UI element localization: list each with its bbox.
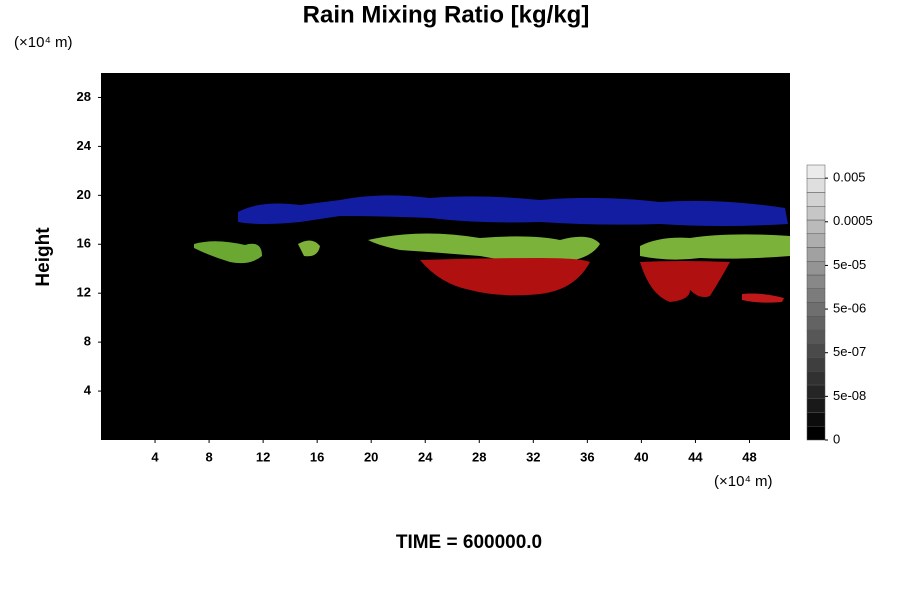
y-tick-label: 4	[84, 383, 92, 398]
colorbar-band	[806, 206, 826, 221]
colorbar-tick-label: 0.0005	[833, 213, 873, 228]
x-tick-label: 48	[742, 449, 756, 464]
x-tick-label: 16	[310, 449, 324, 464]
colorbar-band	[806, 329, 826, 344]
colorbar-band	[806, 357, 826, 372]
colorbar-band	[806, 164, 826, 179]
colorbar-band	[806, 412, 826, 427]
colorbar-band	[806, 261, 826, 276]
y-axis-label: Height	[33, 227, 54, 287]
x-tick-label: 12	[256, 449, 270, 464]
y-tick-label: 20	[77, 187, 91, 202]
colorbar-band	[806, 192, 826, 207]
colorbar-band	[806, 343, 826, 358]
colorbar-band	[806, 288, 826, 303]
x-tick-label: 8	[205, 449, 212, 464]
colorbar-band	[806, 178, 826, 193]
colorbar-tick-label: 5e-05	[833, 257, 866, 272]
colorbar-band	[806, 316, 826, 331]
colorbar-band	[806, 371, 826, 386]
x-tick-label: 36	[580, 449, 594, 464]
colorbar-band	[806, 233, 826, 248]
colorbar-band	[806, 247, 826, 262]
x-tick-label: 28	[472, 449, 486, 464]
x-tick-label: 24	[418, 449, 433, 464]
x-tick-label: 4	[151, 449, 159, 464]
x-tick-label: 44	[688, 449, 703, 464]
colorbar-band	[806, 398, 826, 413]
colorbar-band	[806, 219, 826, 234]
colorbar-tick-label: 5e-07	[833, 344, 866, 359]
chart-title: Rain Mixing Ratio [kg/kg]	[303, 1, 590, 28]
y-tick-label: 8	[84, 334, 91, 349]
colorbar-band	[806, 302, 826, 317]
x-tick-label: 40	[634, 449, 648, 464]
colorbar-tick-label: 5e-06	[833, 301, 866, 316]
colorbar-tick-label: 5e-08	[833, 388, 866, 403]
colorbar-band	[806, 274, 826, 289]
y-tick-label: 12	[77, 285, 91, 300]
footer-time: TIME = 600000.0	[396, 532, 542, 553]
colorbar-tick-label: 0	[833, 431, 840, 446]
x-unit: (×10⁴ m)	[714, 473, 773, 490]
y-tick-label: 24	[77, 138, 92, 153]
y-unit: (×10⁴ m)	[14, 34, 73, 51]
y-tick-label: 16	[77, 236, 91, 251]
field-shading	[194, 195, 790, 303]
colorbar-band	[806, 384, 826, 399]
y-tick-label: 28	[77, 89, 91, 104]
x-tick-label: 20	[364, 449, 378, 464]
colorbar-band	[806, 426, 826, 441]
x-tick-label: 32	[526, 449, 540, 464]
colorbar-tick-label: 0.005	[833, 170, 866, 185]
